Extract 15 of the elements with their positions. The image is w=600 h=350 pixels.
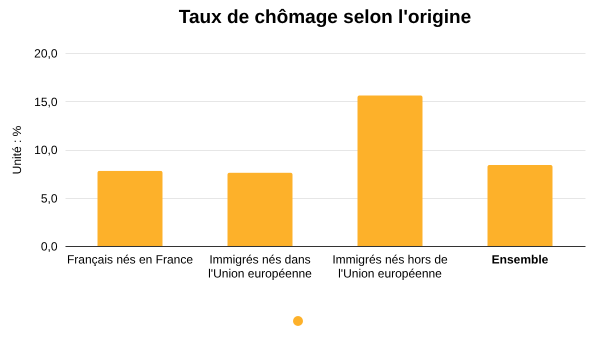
bar: [228, 172, 292, 246]
chart-title: Taux de chômage selon l'origine: [178, 7, 472, 28]
y-tick-label: 15,0: [34, 94, 58, 109]
x-tick-label: Immigrés nés dans l'Union européenne: [208, 252, 312, 280]
bar: [358, 95, 422, 246]
x-tick-label: Français nés en France: [66, 252, 194, 266]
x-tick-label: Ensemble: [492, 252, 549, 266]
bar: [98, 170, 162, 246]
y-tick-label: 0,0: [40, 240, 58, 254]
y-tick-label: 5,0: [40, 191, 58, 206]
x-tick-label: Immigrés nés hors de l'Union européenne: [332, 252, 448, 280]
bar: [488, 164, 552, 246]
y-axis-title: Unité : %: [10, 125, 24, 174]
y-tick-label: 10,0: [34, 143, 58, 157]
y-tick-label: 20,0: [34, 46, 58, 60]
